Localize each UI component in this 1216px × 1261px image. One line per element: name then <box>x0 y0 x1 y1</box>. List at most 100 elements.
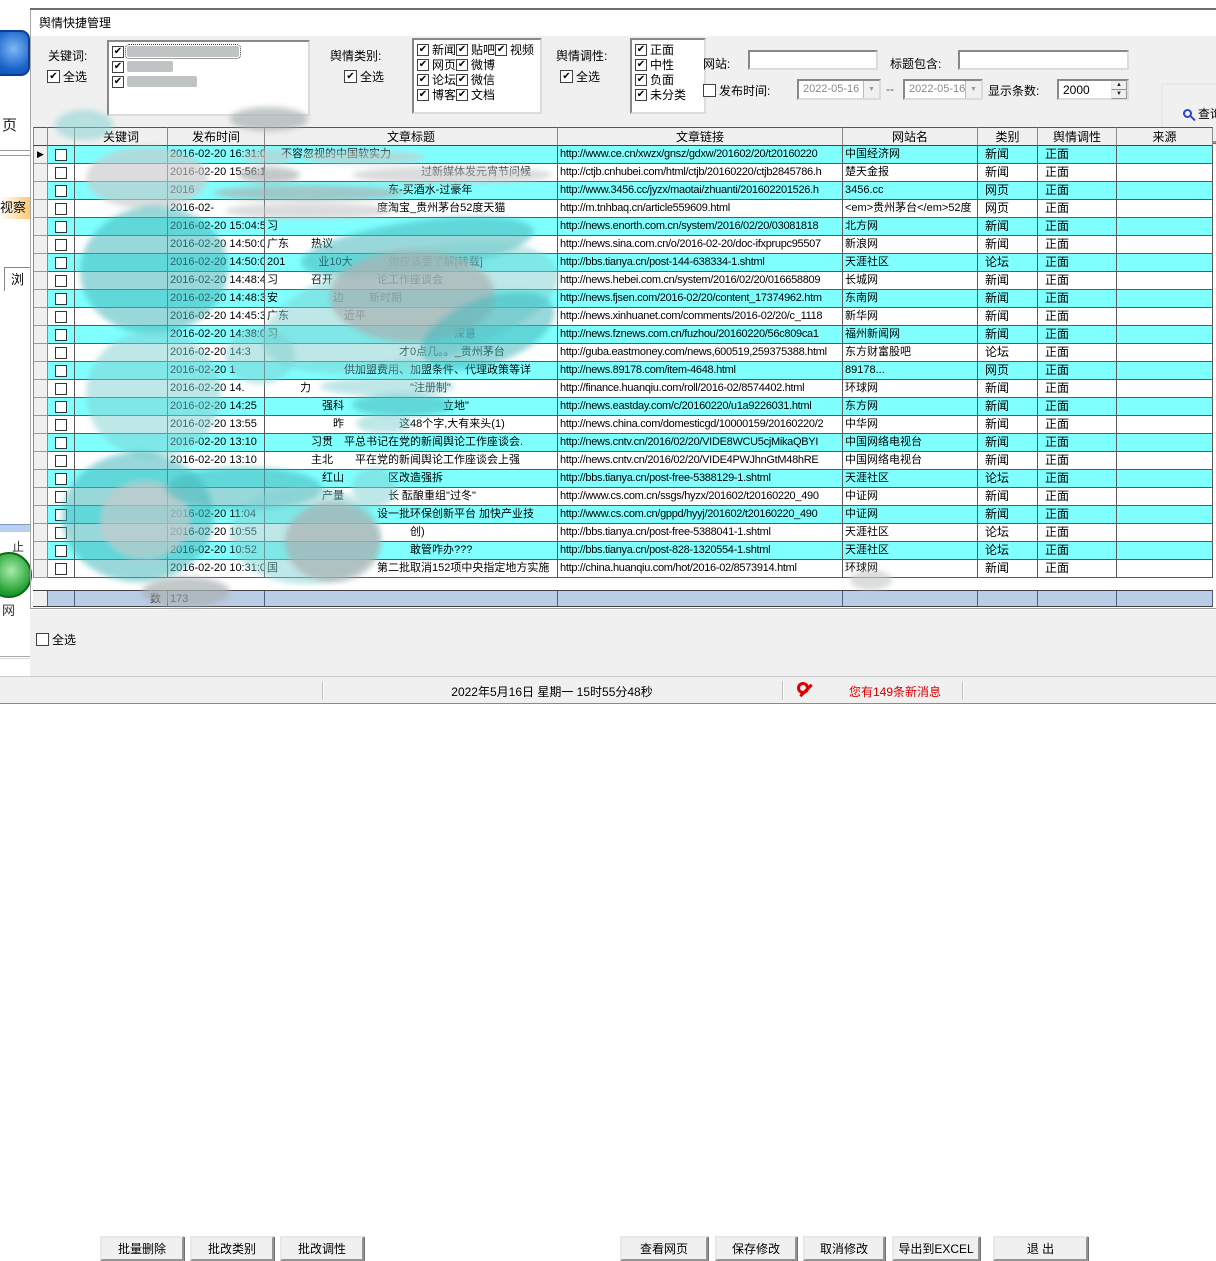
row-checkbox[interactable] <box>55 310 67 323</box>
table-row[interactable]: 2016-02-20 14:50:00 201 业10大 你应该要了解[转载] ht… <box>33 254 1213 272</box>
table-row[interactable]: 2016-02-20 14:38:02 习 深意 http://news.fznew… <box>33 326 1213 344</box>
table-row[interactable]: 2016-02-20 13:10 主北 平在党的新闻舆论工作座谈会上强 http:… <box>33 452 1213 470</box>
row-checkbox[interactable] <box>55 166 67 179</box>
table-row[interactable]: 2016-02-20 14:48:32 安 边 新时期 http://news.fj… <box>33 290 1213 308</box>
table-row[interactable]: 2016-02- 度淘宝_贵州茅台52度天猫 http://m.tnhbaq.cn… <box>33 200 1213 218</box>
row-checkbox[interactable] <box>55 274 67 287</box>
keyword-select-all[interactable]: ✔ 全选 <box>47 68 87 85</box>
save-button[interactable]: 保存修改 <box>715 1236 797 1261</box>
publish-time-checkbox[interactable]: 发布时间: <box>703 82 770 99</box>
column-header[interactable]: 来源 <box>1117 127 1213 146</box>
row-select[interactable] <box>48 326 75 344</box>
table-row[interactable]: 2016-02-20 13:55 昨 这48个字,大有来头(1) http://n… <box>33 416 1213 434</box>
row-select[interactable] <box>48 362 75 380</box>
row-select[interactable] <box>48 488 75 506</box>
column-header[interactable]: 文章链接 <box>558 127 843 146</box>
row-checkbox[interactable] <box>55 400 67 413</box>
table-row[interactable]: 2016-02-20 14:3 才0点几。。_贵州茅台 http://guba.e… <box>33 344 1213 362</box>
keyword-listbox[interactable]: ✔ ✔ ✔ <box>107 40 310 116</box>
column-header[interactable]: 发布时间 <box>168 127 265 146</box>
export-excel-button[interactable]: 导出到EXCEL <box>892 1236 980 1261</box>
row-checkbox[interactable] <box>55 184 67 197</box>
category-视频[interactable]: ✔ 视频 <box>495 42 534 57</box>
stepper-up-icon[interactable]: ▲ <box>1111 81 1127 90</box>
row-checkbox[interactable] <box>55 202 67 215</box>
table-row[interactable]: 2016 东-买酒水-过豪年 http://www.3456.cc/jyzx/ma… <box>33 182 1213 200</box>
table-row[interactable]: ▶ 2016-02-20 16:31:0 不容忽视的中国软实力 http://www… <box>33 146 1213 164</box>
row-checkbox[interactable] <box>55 328 67 341</box>
table-row[interactable]: 2016-02-20 1 供加盟费用、加盟条件、代理政策等详 http://new… <box>33 362 1213 380</box>
tonality-中性[interactable]: ✔ 中性 <box>635 57 701 72</box>
table-row[interactable]: 产量 长 酝酿重组"过冬" http://www.cs.com.cn/ssgs/h… <box>33 488 1213 506</box>
row-select[interactable] <box>48 272 75 290</box>
row-select[interactable] <box>48 416 75 434</box>
column-header[interactable]: 类别 <box>978 127 1038 146</box>
new-message-notice[interactable]: 您有149条新消息 <box>848 685 942 699</box>
row-select[interactable] <box>48 164 75 182</box>
row-select[interactable] <box>48 254 75 272</box>
row-select[interactable] <box>48 380 75 398</box>
row-checkbox[interactable] <box>55 508 67 521</box>
checkbox-checked-icon[interactable]: ✔ <box>495 43 508 56</box>
row-checkbox[interactable] <box>55 256 67 269</box>
category-网页[interactable]: ✔ 网页 <box>417 57 456 72</box>
footer-select-all[interactable]: 全选 <box>36 631 76 648</box>
tonality-select-all[interactable]: ✔ 全选 <box>560 68 600 85</box>
row-checkbox[interactable] <box>55 436 67 449</box>
row-select[interactable] <box>48 290 75 308</box>
column-header[interactable]: 舆情调性 <box>1038 127 1117 146</box>
checkbox-checked-icon[interactable]: ✔ <box>635 58 647 71</box>
checkbox-checked-icon[interactable]: ✔ <box>417 58 429 71</box>
table-row[interactable]: 2016-02-20 13:10 习贯 平总书记在党的新闻舆论工作座谈会. htt… <box>33 434 1213 452</box>
column-header[interactable]: 网站名 <box>843 127 978 146</box>
table-row[interactable]: 2016-02-20 10:52 敢管咋办??? http://bbs.tiany… <box>33 542 1213 560</box>
keyword-item[interactable]: ✔ <box>112 59 305 74</box>
view-page-button[interactable]: 查看网页 <box>620 1236 708 1261</box>
row-select[interactable] <box>48 398 75 416</box>
category-listbox[interactable]: ✔ 新闻 ✔ 网页 ✔ 论坛 ✔ 博客 ✔ 贴吧 ✔ 微博 ✔ 微信 ✔ 文档 ✔ 视频 <box>412 38 542 114</box>
row-select[interactable] <box>48 470 75 488</box>
results-table[interactable]: 关键词 发布时间 文章标题 文章链接 网站名 类别 舆情调性 来源 ▶ 2016-02-20 16… <box>33 127 1213 607</box>
column-header[interactable]: 关键词 <box>75 127 168 146</box>
row-select[interactable] <box>48 146 75 164</box>
keyword-item[interactable]: ✔ <box>112 74 305 89</box>
table-row[interactable]: 2016-02-20 14:48:40 习 召开 论工作座谈会 http://new… <box>33 272 1213 290</box>
date-to-combo[interactable]: 2022-05-16 ▼ <box>903 79 983 100</box>
window-titlebar[interactable]: 舆情快捷管理 <box>31 10 1216 36</box>
column-header[interactable]: 文章标题 <box>265 127 558 146</box>
checkbox-unchecked-icon[interactable] <box>703 84 716 97</box>
table-row[interactable]: 2016-02-20 14. 力 "注册制" http://finance.hua… <box>33 380 1213 398</box>
tonality-正面[interactable]: ✔ 正面 <box>635 42 701 57</box>
table-row[interactable]: 2016-02-20 15:04:51 习 http://news.enorth.c… <box>33 218 1213 236</box>
row-checkbox[interactable] <box>55 238 67 251</box>
row-select[interactable] <box>48 218 75 236</box>
date-from-combo[interactable]: 2022-05-16 ▼ <box>797 79 881 100</box>
row-select[interactable] <box>48 434 75 452</box>
title-contains-input[interactable] <box>958 50 1129 70</box>
category-论坛[interactable]: ✔ 论坛 <box>417 72 456 87</box>
row-checkbox[interactable] <box>55 562 67 575</box>
row-checkbox[interactable] <box>55 454 67 467</box>
row-checkbox[interactable] <box>55 544 67 557</box>
category-文档[interactable]: ✔ 文档 <box>456 87 495 102</box>
row-select[interactable] <box>48 200 75 218</box>
checkbox-checked-icon[interactable]: ✔ <box>112 75 124 88</box>
row-select[interactable] <box>48 524 75 542</box>
checkbox-checked-icon[interactable]: ✔ <box>456 43 469 56</box>
category-博客[interactable]: ✔ 博客 <box>417 87 456 102</box>
row-select[interactable] <box>48 452 75 470</box>
row-checkbox[interactable] <box>55 346 67 359</box>
row-select[interactable] <box>48 506 75 524</box>
checkbox-checked-icon[interactable]: ✔ <box>635 73 647 86</box>
batch-delete-button[interactable]: 批量删除 <box>100 1236 184 1261</box>
tonality-listbox[interactable]: ✔ 正面 ✔ 中性 ✔ 负面 ✔ 未分类 <box>630 38 706 114</box>
checkbox-checked-icon[interactable]: ✔ <box>635 88 647 101</box>
row-checkbox[interactable] <box>55 418 67 431</box>
category-select-all[interactable]: ✔ 全选 <box>344 68 384 85</box>
checkbox-checked-icon[interactable]: ✔ <box>112 45 124 58</box>
table-row[interactable]: 2016-02-20 14:45:33 广东 近平 http://news.xinh… <box>33 308 1213 326</box>
table-row[interactable]: 2016-02-20 14:25 强科 立地" http://news.eastd… <box>33 398 1213 416</box>
chevron-down-icon[interactable]: ▼ <box>863 81 879 98</box>
category-微信[interactable]: ✔ 微信 <box>456 72 495 87</box>
table-row[interactable]: 红山 区改造强拆 http://bbs.tianya.cn/post-free-5… <box>33 470 1213 488</box>
